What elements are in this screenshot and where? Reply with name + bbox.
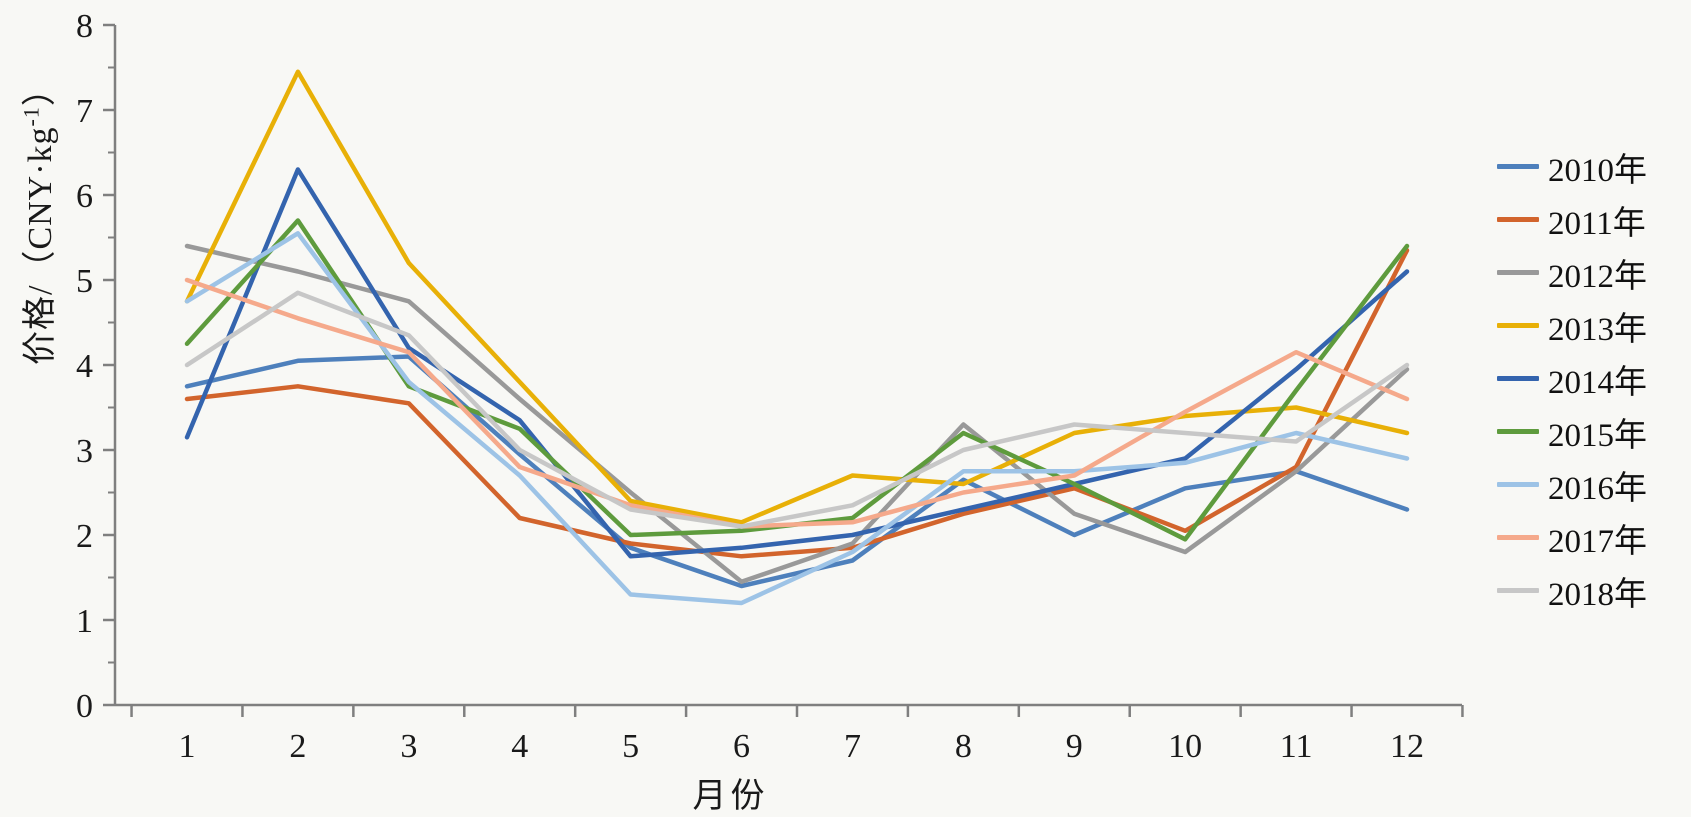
series-line-2013年 (184, 69, 1410, 525)
series-line-2017年 (184, 277, 1410, 529)
legend-label: 2018年 (1548, 576, 1647, 613)
y-tick-label: 4 (76, 348, 93, 385)
legend-item-2018年: 2018年 (1497, 564, 1647, 617)
x-tick-label: 12 (1390, 728, 1424, 765)
x-tick-label: 7 (844, 728, 861, 765)
x-tick-label: 2 (289, 728, 306, 765)
legend-item-2016年: 2016年 (1497, 458, 1647, 511)
x-tick-label: 6 (733, 728, 750, 765)
y-tick-label: 7 (76, 93, 93, 130)
legend-swatch-icon (1497, 376, 1539, 381)
legend-item-2015年: 2015年 (1497, 405, 1647, 458)
legend-label: 2010年 (1548, 152, 1647, 189)
x-tick-label: 1 (179, 728, 196, 765)
x-tick-label: 11 (1280, 728, 1313, 765)
legend-item-2012年: 2012年 (1497, 246, 1647, 299)
series-line-2012年 (184, 243, 1410, 585)
y-axis-title-close: ） (22, 71, 59, 107)
legend-label: 2012年 (1548, 258, 1647, 295)
y-axis-title-superscript: -1 (18, 106, 44, 127)
series-line-2015年 (184, 218, 1410, 542)
y-tick-label: 1 (76, 603, 93, 640)
y-tick-label: 5 (76, 263, 93, 300)
x-tick-label: 10 (1168, 728, 1202, 765)
series-line-2011年 (184, 248, 1410, 559)
legend-label: 2011年 (1548, 205, 1646, 242)
legend-label: 2017年 (1548, 523, 1647, 560)
legend-item-2011年: 2011年 (1497, 193, 1647, 246)
legend-label: 2013年 (1548, 311, 1647, 348)
legend-swatch-icon (1497, 164, 1539, 169)
y-tick-label: 3 (76, 433, 93, 470)
legend-swatch-icon (1497, 270, 1539, 275)
legend-label: 2016年 (1548, 470, 1647, 507)
legend-swatch-icon (1497, 429, 1539, 434)
legend-item-2010年: 2010年 (1497, 140, 1647, 193)
x-tick-label: 3 (400, 728, 417, 765)
series-line-2018年 (184, 290, 1410, 529)
legend-item-2017年: 2017年 (1497, 511, 1647, 564)
series-line-2016年 (184, 231, 1410, 606)
x-tick-label: 9 (1066, 728, 1083, 765)
x-tick-label: 5 (622, 728, 639, 765)
y-tick-label: 8 (76, 8, 93, 45)
legend-swatch-icon (1497, 482, 1539, 487)
x-tick-label: 8 (955, 728, 972, 765)
legend-swatch-icon (1497, 535, 1539, 540)
y-axis-title-text: 价格/（CNY·kg (22, 126, 59, 365)
legend-swatch-icon (1497, 323, 1539, 328)
legend: 2010年 2011年 2012年 2013年 2014年 2015年 2016年 2017年… (1497, 140, 1647, 617)
series-line-2014年 (184, 167, 1410, 559)
legend-label: 2015年 (1548, 417, 1647, 454)
y-axis-title: 价格/（CNY·kg-1） (12, 71, 61, 365)
legend-label: 2014年 (1548, 364, 1647, 401)
y-tick-label: 0 (76, 688, 93, 725)
y-tick-label: 2 (76, 518, 93, 555)
legend-item-2014年: 2014年 (1497, 352, 1647, 405)
legend-swatch-icon (1497, 588, 1539, 593)
legend-swatch-icon (1497, 217, 1539, 222)
x-axis-title: 月份 (692, 778, 769, 815)
legend-item-2013年: 2013年 (1497, 299, 1647, 352)
y-tick-label: 6 (76, 178, 93, 215)
x-tick-label: 4 (511, 728, 528, 765)
